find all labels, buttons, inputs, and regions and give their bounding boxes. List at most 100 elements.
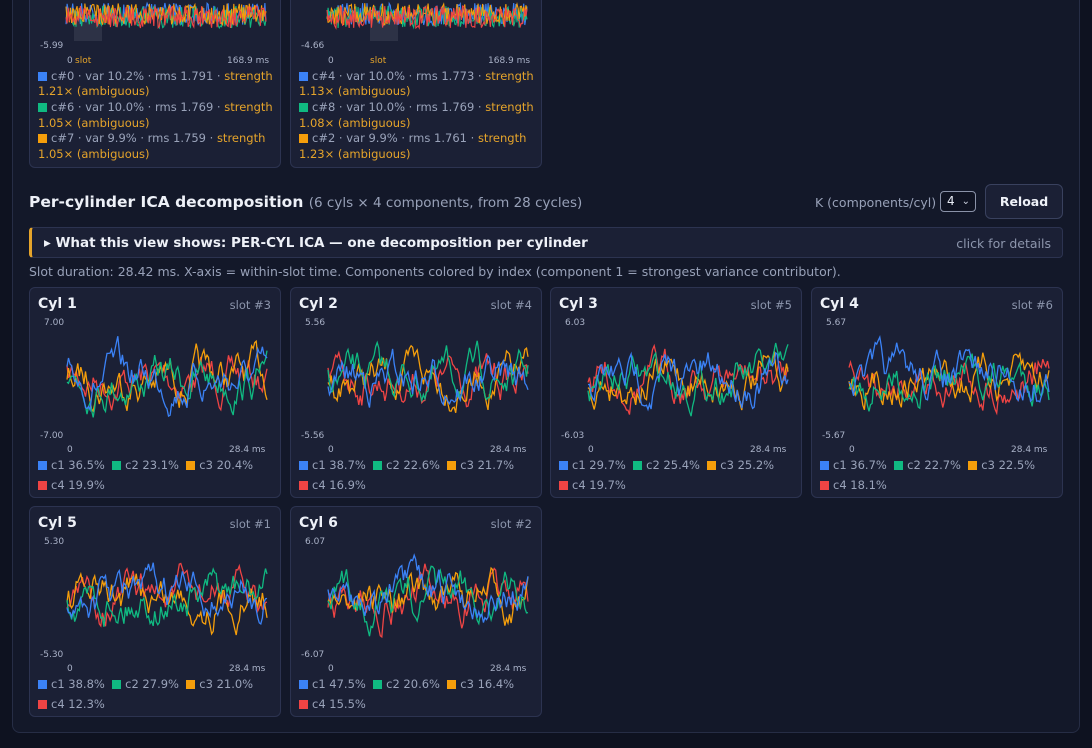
swatch	[299, 461, 308, 470]
component-trace-c1	[66, 562, 268, 625]
slot-label: slot #5	[750, 298, 792, 312]
x-start-tick: 0	[67, 56, 73, 66]
x-end-tick: 28.4 ms	[490, 664, 527, 674]
slot-label: slot #3	[229, 298, 271, 312]
swatch	[186, 680, 196, 689]
y-min-tick: -5.30	[40, 650, 64, 660]
legend-item: c1 47.5%	[299, 677, 366, 691]
legend-item: c4 19.7%	[559, 478, 626, 492]
component-trace-c3	[66, 339, 268, 413]
y-max-tick: 5.30	[44, 537, 65, 547]
global-trace	[326, 4, 528, 30]
swatch	[820, 481, 829, 490]
swatch	[373, 680, 383, 689]
cylinder-card-3: Cyl 3 slot #5 6.03 -6.03 0 28.4 ms c1 29.7% c2…	[550, 287, 802, 498]
legend-row: c#6 · var 10.0% · rms 1.769 · strength	[38, 100, 273, 116]
legend-item: c2 27.9%	[112, 677, 179, 691]
component-legend: c4 16.9%	[299, 478, 366, 494]
swatch	[894, 461, 904, 470]
x-start-tick: 0	[328, 56, 334, 66]
component-trace-c3	[587, 350, 789, 411]
explain-title: ▸ What this view shows: PER-CYL ICA — on…	[44, 235, 588, 251]
component-trace-c2	[66, 350, 268, 418]
legend-item: c1 38.8%	[38, 677, 105, 691]
cylinder-title: Cyl 1	[38, 296, 77, 312]
explain-toggle[interactable]: ▸ What this view shows: PER-CYL ICA — on…	[29, 227, 1063, 258]
component-legend: c4 19.7%	[559, 478, 626, 494]
component-trace-c1	[848, 334, 1050, 403]
legend-item: c3 22.5%	[968, 458, 1035, 472]
swatch	[447, 461, 457, 470]
legend-item: c2 22.6%	[373, 458, 440, 472]
legend-item: c1 36.7%	[820, 458, 887, 472]
cylinder-card-4: Cyl 4 slot #6 5.67 -5.67 0 28.4 ms c1 36.7% c2…	[811, 287, 1063, 498]
component-trace-c2	[66, 567, 268, 627]
component-trace-c2	[848, 353, 1050, 412]
swatch	[707, 461, 717, 470]
swatch	[633, 461, 643, 470]
legend-item: c3 20.4%	[186, 458, 253, 472]
component-trace-c4	[327, 350, 529, 408]
component-legend: c4 18.1%	[820, 478, 887, 494]
component-waveform-plot	[587, 342, 789, 417]
k-label: K (components/cyl)	[815, 195, 937, 210]
component-waveform-plot	[848, 334, 1050, 416]
component-legend: c1 38.7% c2 22.6% c3 21.7%	[299, 458, 514, 474]
strength-value: 1.21× (ambiguous)	[38, 84, 150, 98]
y-min-tick: -7.00	[40, 431, 64, 441]
cylinder-title: Cyl 5	[38, 515, 77, 531]
legend-item: c4 19.9%	[38, 478, 105, 492]
cylinder-title: Cyl 2	[299, 296, 338, 312]
swatch	[186, 461, 196, 470]
strength-value: 1.05× (ambiguous)	[38, 116, 150, 130]
swatch	[299, 72, 308, 81]
swatch	[38, 134, 47, 143]
component-legend: c1 36.5% c2 23.1% c3 20.4%	[38, 458, 253, 474]
legend-item: c3 25.2%	[707, 458, 774, 472]
global-component-card-2: -4.66 0 slot 168.9 ms c#4 · var 10.0% · …	[290, 0, 542, 168]
x-start-tick: 0	[67, 664, 73, 674]
swatch	[112, 680, 122, 689]
k-select[interactable]: 4 ⌄	[940, 191, 976, 212]
reload-button[interactable]: Reload	[985, 184, 1063, 219]
x-end-tick: 168.9 ms	[488, 56, 531, 66]
y-max-tick: 7.00	[44, 318, 65, 328]
slot-label: slot #4	[490, 298, 532, 312]
x-start-tick: 0	[588, 445, 594, 455]
swatch	[299, 103, 308, 112]
strength-value: 1.13× (ambiguous)	[299, 84, 411, 98]
slot-tick: slot	[370, 56, 387, 66]
x-end-tick: 28.4 ms	[1011, 445, 1048, 455]
component-trace-c1	[66, 336, 268, 418]
component-waveform-plot	[327, 553, 529, 639]
legend-item: c2 25.4%	[633, 458, 700, 472]
x-start-tick: 0	[328, 445, 334, 455]
component-waveform-plot	[327, 340, 529, 413]
legend-row: c#4 · var 10.0% · rms 1.773 · strength	[299, 69, 534, 85]
component-legend: c1 47.5% c2 20.6% c3 16.4%	[299, 677, 514, 693]
swatch	[373, 461, 383, 470]
legend-item: c2 23.1%	[112, 458, 179, 472]
chevron-down-icon: ⌄	[961, 196, 970, 207]
legend-item: c4 18.1%	[820, 478, 887, 492]
cylinder-card-1: Cyl 1 slot #3 7.00 -7.00 0 28.4 ms c1 36.5% c2…	[29, 287, 281, 498]
legend-item: c4 16.9%	[299, 478, 366, 492]
y-min-tick: -5.56	[301, 431, 325, 441]
global-trace	[65, 5, 267, 30]
cylinder-title: Cyl 4	[820, 296, 859, 312]
x-start-tick: 0	[328, 664, 334, 674]
slot-label: slot #2	[490, 517, 532, 531]
component-legend: c4 15.5%	[299, 697, 366, 713]
slot-tick: slot	[75, 56, 92, 66]
cylinder-card-5: Cyl 5 slot #1 5.30 -5.30 0 28.4 ms c1 38.8% c2…	[29, 506, 281, 717]
y-min-tick: -5.67	[822, 431, 846, 441]
legend-item: c3 21.7%	[447, 458, 514, 472]
x-end-tick: 28.4 ms	[229, 445, 266, 455]
component-legend: c1 36.7% c2 22.7% c3 22.5%	[820, 458, 1035, 474]
y-min-tick: -5.99	[40, 41, 64, 51]
legend-item: c1 29.7%	[559, 458, 626, 472]
legend-item: c2 20.6%	[373, 677, 440, 691]
swatch	[299, 680, 308, 689]
component-trace-c2	[587, 342, 789, 417]
swatch	[38, 481, 47, 490]
